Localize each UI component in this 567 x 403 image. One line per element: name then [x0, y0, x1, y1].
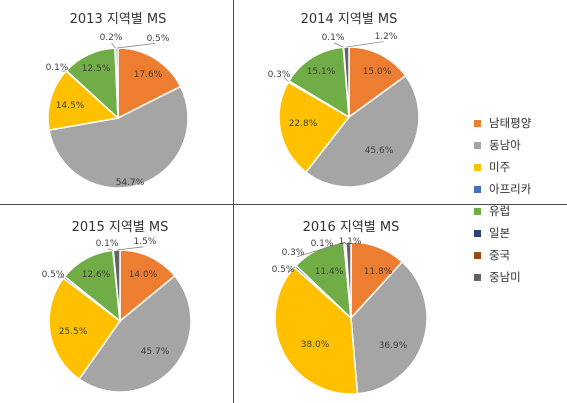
data-label-4-일본: 0.3% — [282, 248, 305, 258]
slice-2-동남아 — [304, 74, 420, 188]
chart-title-2: 2014 지역별 MS — [301, 12, 398, 27]
leader-line-1-중남미 — [116, 43, 156, 49]
slice-2-남태평양 — [348, 46, 407, 119]
legend-label: 유럽 — [489, 204, 511, 218]
data-label-3-유럽: 12.6% — [82, 270, 111, 280]
leader-line-2-아프리카 — [283, 77, 289, 82]
leader-line-3-중남미 — [116, 246, 144, 251]
legend-label: 미주 — [489, 160, 511, 174]
data-label-4-남태평양: 11.8% — [364, 267, 393, 277]
slice-3-유럽 — [63, 249, 121, 323]
slice-4-미주 — [274, 266, 359, 395]
leader-line-3-중국 — [107, 248, 114, 251]
pie-1 — [47, 47, 189, 189]
legend-label: 일본 — [489, 226, 511, 240]
data-label-1-중국: 0.2% — [100, 33, 123, 43]
legend-swatch — [474, 119, 481, 127]
leader-line-2-중남미 — [346, 41, 384, 48]
data-label-1-아프리카: 0.1% — [46, 63, 69, 73]
slice-4-동남아 — [350, 260, 428, 395]
data-label-1-동남아: 54.7% — [116, 178, 145, 188]
legend-item-유럽: 유럽 — [474, 200, 531, 222]
chart-title-1: 2013 지역별 MS — [70, 12, 167, 27]
legend-swatch — [474, 163, 481, 171]
legend-label: 남태평양 — [489, 116, 532, 130]
leader-line-2-중국 — [334, 42, 344, 48]
slice-3-남태평양 — [119, 249, 176, 323]
legend-swatch — [474, 251, 481, 259]
pie-4 — [274, 241, 428, 395]
slice-3-동남아 — [78, 274, 192, 393]
data-label-1-중남미: 0.5% — [147, 34, 170, 44]
legend-label: 아프리카 — [489, 182, 532, 196]
pie-3 — [48, 249, 192, 393]
data-label-4-동남아: 36.9% — [379, 341, 408, 351]
pie-2 — [278, 46, 420, 188]
legend-swatch — [474, 141, 481, 149]
legend-label: 동남아 — [489, 138, 521, 152]
leader-line-4-아프리카 — [287, 266, 296, 274]
slice-3-미주 — [48, 277, 122, 381]
data-label-2-미주: 22.8% — [289, 119, 318, 129]
legend-item-중남미: 중남미 — [474, 266, 531, 288]
horizontal-divider — [0, 204, 567, 205]
data-label-3-미주: 25.5% — [59, 327, 88, 337]
leader-line-1-중국 — [111, 42, 116, 49]
legend-label: 중남미 — [489, 270, 521, 284]
data-label-4-중국: 0.1% — [311, 239, 334, 249]
legend-item-아프리카: 아프리카 — [474, 178, 531, 200]
data-label-2-동남아: 45.6% — [365, 146, 394, 156]
vertical-divider — [233, 0, 234, 403]
data-label-3-아프리카: 0.5% — [42, 270, 65, 280]
data-label-2-중남미: 1.2% — [375, 32, 398, 42]
data-label-4-미주: 38.0% — [301, 340, 330, 350]
slice-1-남태평양 — [117, 47, 182, 120]
leader-line-1-동남아 — [128, 177, 141, 185]
legend-item-중국: 중국 — [474, 244, 531, 266]
data-label-2-남태평양: 15.0% — [363, 67, 392, 77]
legend-item-미주: 미주 — [474, 156, 531, 178]
leader-line-4-중국 — [324, 241, 346, 250]
slice-1-미주 — [47, 69, 120, 131]
legend-swatch — [474, 229, 481, 237]
data-label-1-미주: 14.5% — [56, 101, 85, 111]
legend-item-남태평양: 남태평양 — [474, 112, 531, 134]
data-label-3-중남미: 1.5% — [134, 237, 157, 247]
leader-line-4-중남미 — [348, 241, 351, 248]
legend-swatch — [474, 185, 481, 193]
data-label-1-유럽: 12.5% — [82, 64, 111, 74]
legend-item-동남아: 동남아 — [474, 134, 531, 156]
data-label-4-아프리카: 0.5% — [272, 265, 295, 275]
chart-title-3: 2015 지역별 MS — [72, 220, 169, 235]
slice-2-미주 — [278, 81, 351, 174]
data-label-3-중국: 0.1% — [96, 239, 119, 249]
data-label-2-유럽: 15.1% — [307, 67, 336, 77]
legend-label: 중국 — [489, 248, 511, 262]
legend-swatch — [474, 207, 481, 215]
data-label-2-아프리카: 0.3% — [268, 70, 291, 80]
chart-title-4: 2016 지역별 MS — [303, 220, 400, 235]
data-label-2-중국: 0.1% — [322, 33, 345, 43]
legend-item-일본: 일본 — [474, 222, 531, 244]
slice-2-유럽 — [287, 46, 350, 119]
data-label-3-동남아: 45.7% — [141, 347, 170, 357]
legend-swatch — [474, 273, 481, 281]
data-label-4-중남미: 1.1% — [339, 237, 362, 247]
data-label-4-유럽: 11.4% — [315, 267, 344, 277]
data-label-1-남태평양: 17.6% — [134, 70, 163, 80]
data-label-3-남태평양: 14.0% — [129, 270, 158, 280]
